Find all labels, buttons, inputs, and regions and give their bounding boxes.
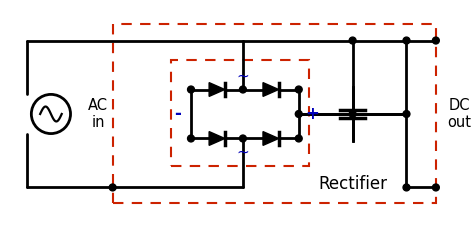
Circle shape — [295, 86, 302, 93]
Text: -: - — [174, 105, 181, 123]
Circle shape — [403, 184, 410, 191]
Circle shape — [432, 184, 439, 191]
Circle shape — [239, 86, 246, 93]
Polygon shape — [209, 83, 225, 96]
Circle shape — [403, 111, 410, 117]
Circle shape — [295, 111, 302, 117]
Text: AC
in: AC in — [88, 98, 108, 130]
Circle shape — [188, 86, 194, 93]
Polygon shape — [263, 83, 279, 96]
Circle shape — [403, 37, 410, 44]
Text: Rectifier: Rectifier — [318, 175, 387, 192]
Text: DC
out: DC out — [447, 98, 472, 130]
Text: ~: ~ — [237, 68, 249, 83]
Circle shape — [239, 135, 246, 142]
Text: +: + — [306, 105, 319, 123]
Bar — [113, 24, 436, 203]
Text: ~: ~ — [237, 145, 249, 160]
Circle shape — [188, 135, 194, 142]
Circle shape — [109, 184, 116, 191]
Polygon shape — [263, 132, 279, 145]
Polygon shape — [209, 132, 225, 145]
Circle shape — [349, 37, 356, 44]
Circle shape — [295, 135, 302, 142]
Bar — [172, 60, 309, 166]
Circle shape — [432, 37, 439, 44]
Circle shape — [349, 111, 356, 117]
